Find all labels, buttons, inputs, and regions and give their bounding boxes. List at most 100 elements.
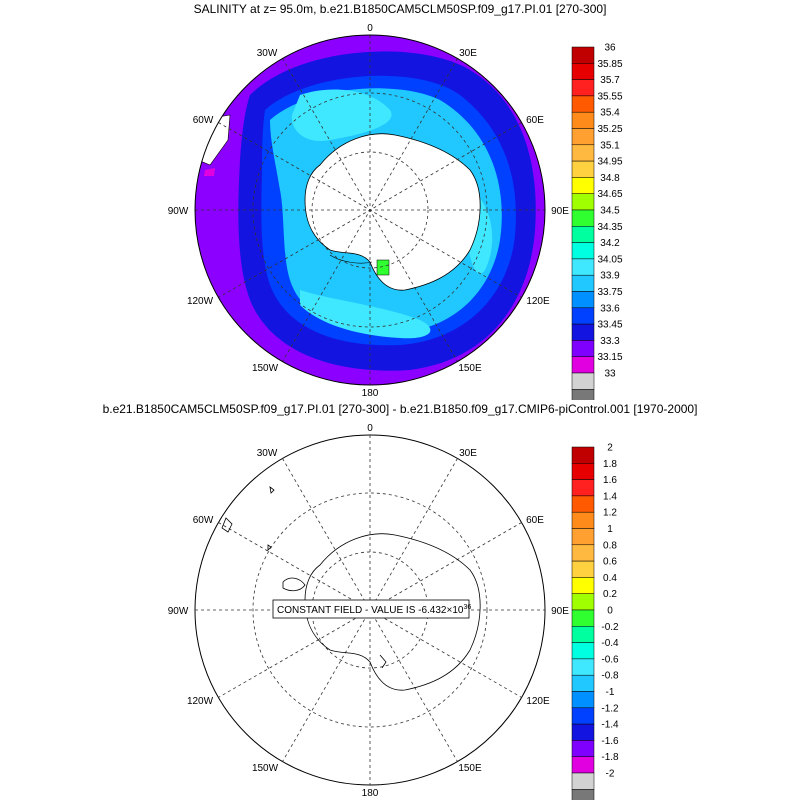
lon-label-120e: 120E (526, 296, 550, 307)
salinity-colorbar-label: 34.35 (597, 222, 622, 233)
salinity-colorbar-box (571, 389, 595, 400)
lon-label-60w: 60W (193, 115, 214, 126)
difference-colorbar-box (571, 674, 595, 692)
difference-colorbar: 2 1.8 1.6 1.4 1.2 1 0.8 0.6 0.4 0.2 0 -0.2 -0.4 -0.6 -… (571, 443, 619, 800)
salinity-colorbar-box (571, 79, 595, 97)
salinity-colorbar-box (571, 372, 595, 390)
difference-colorbar-box (571, 593, 595, 611)
difference-colorbar-box (571, 658, 595, 676)
lon-label-30w: 30W (257, 448, 278, 459)
lon-label-0: 0 (367, 423, 373, 434)
salinity-colorbar-label: 35.7 (600, 75, 620, 86)
salinity-colorbar-label: 35.1 (600, 140, 620, 151)
difference-colorbar-label: 0.4 (603, 573, 617, 584)
salinity-colorbar-label: 35.85 (597, 59, 622, 70)
salinity-colorbar-box (571, 323, 595, 341)
difference-colorbar-label: -0.6 (601, 654, 619, 665)
salinity-colorbar-box (571, 356, 595, 374)
difference-colorbar-box (571, 479, 595, 497)
lon-label-90w: 90W (168, 606, 189, 617)
difference-colorbar-box (571, 626, 595, 643)
difference-colorbar-box (571, 789, 595, 800)
difference-colorbar-box (571, 642, 595, 660)
salinity-colorbar-label: 35.25 (597, 124, 622, 135)
salinity-colorbar-label: 34.2 (600, 238, 620, 249)
difference-colorbar-label: 0 (607, 606, 613, 617)
difference-colorbar-box (571, 463, 595, 480)
difference-colorbar-box (571, 495, 595, 513)
top-map-title: SALINITY at z= 95.0m, b.e21.B1850CAM5CLM… (193, 2, 607, 16)
svg-text:CONSTANT FIELD - VALUE IS -6.4: CONSTANT FIELD - VALUE IS -6.432×1036 (277, 604, 471, 616)
salinity-colorbar-box (571, 128, 595, 146)
salinity-colorbar-label: 36 (604, 43, 616, 54)
salinity-colorbar-box (571, 340, 595, 357)
difference-colorbar-box (571, 511, 595, 529)
salinity-polar-map: 0 30E 60E 90E 120E 150E 180 150W 120W 90… (168, 23, 623, 400)
difference-colorbar-box (571, 446, 595, 464)
difference-colorbar-label: 2 (607, 443, 613, 454)
salinity-colorbar: 36 35.85 35.7 35.55 35.4 35.25 35.1 34.95 34.8 34… (571, 43, 623, 400)
difference-colorbar-box (571, 707, 595, 725)
salinity-colorbar-label: 33 (604, 369, 616, 380)
salinity-colorbar-box (571, 63, 595, 80)
coastlines (221, 486, 481, 691)
difference-colorbar-box (571, 544, 595, 562)
salinity-colorbar-box (571, 226, 595, 243)
salinity-colorbar-box (571, 193, 595, 211)
salinity-colorbar-label: 34.5 (600, 206, 620, 217)
difference-colorbar-box (571, 740, 595, 757)
difference-colorbar-label: 1.6 (603, 475, 617, 486)
difference-colorbar-box (571, 691, 595, 709)
salinity-colorbar-label: 33.45 (597, 320, 622, 331)
difference-colorbar-label: 1.4 (603, 491, 617, 502)
difference-colorbar-label: -1.4 (601, 720, 619, 731)
lon-label-180: 180 (362, 388, 379, 399)
salinity-colorbar-box (571, 291, 595, 309)
lon-label-150e: 150E (458, 763, 482, 774)
lon-label-120w: 120W (187, 696, 214, 707)
difference-colorbar-label: -2 (606, 769, 615, 780)
difference-colorbar-box (571, 560, 595, 578)
salinity-colorbar-box (571, 258, 595, 276)
difference-polar-map: CONSTANT FIELD - VALUE IS -6.432×1036 0 … (168, 423, 619, 800)
lon-label-120w: 120W (187, 296, 214, 307)
difference-colorbar-label: 1.2 (603, 508, 617, 519)
salinity-colorbar-box (571, 242, 595, 260)
salinity-colorbar-label: 33.75 (597, 287, 622, 298)
salinity-colorbar-label: 33.6 (600, 303, 620, 314)
salinity-colorbar-label: 35.55 (597, 91, 622, 102)
lon-label-180: 180 (362, 788, 379, 799)
difference-colorbar-box (571, 723, 595, 741)
lon-label-30w: 30W (257, 48, 278, 59)
lon-label-150w: 150W (252, 363, 279, 374)
salinity-colorbar-box (571, 111, 595, 129)
salinity-colorbar-box (571, 274, 595, 292)
difference-colorbar-label: -1.2 (601, 703, 619, 714)
graticule (195, 35, 545, 385)
difference-colorbar-label: -1.8 (601, 752, 619, 763)
annotation-text: CONSTANT FIELD - VALUE IS -6.432×10 (277, 605, 464, 616)
salinity-field (197, 51, 536, 371)
difference-colorbar-label: 1 (607, 524, 613, 535)
difference-colorbar-box (571, 577, 595, 594)
difference-colorbar-label: -0.8 (601, 671, 619, 682)
difference-colorbar-box (571, 772, 595, 790)
salinity-colorbar-box (571, 307, 595, 325)
difference-colorbar-label: 0.2 (603, 589, 617, 600)
salinity-colorbar-label: 34.95 (597, 157, 622, 168)
difference-colorbar-box (571, 528, 595, 546)
difference-colorbar-label: -0.4 (601, 638, 619, 649)
difference-colorbar-label: 0.6 (603, 557, 617, 568)
bottom-map-title: b.e21.B1850CAM5CLM50SP.f09_g17.PI.01 [27… (102, 402, 698, 416)
salinity-colorbar-box (571, 160, 595, 178)
lon-label-30e: 30E (459, 448, 477, 459)
difference-colorbar-label: 1.8 (603, 459, 617, 470)
lon-label-150e: 150E (458, 363, 482, 374)
salinity-colorbar-label: 33.3 (600, 336, 620, 347)
difference-colorbar-label: -0.2 (601, 622, 619, 633)
salinity-colorbar-label: 34.65 (597, 189, 622, 200)
constant-field-annotation: CONSTANT FIELD - VALUE IS -6.432×1036 (272, 599, 471, 619)
lon-label-90e: 90E (551, 206, 569, 217)
salinity-colorbar-label: 34.8 (600, 173, 620, 184)
lon-label-120e: 120E (526, 696, 550, 707)
